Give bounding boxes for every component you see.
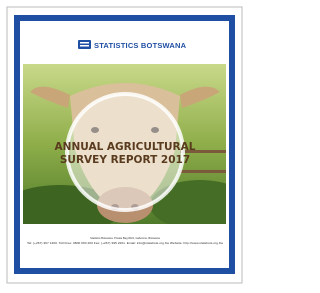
- cover-title-line: ANNUAL AGRICULTURAL: [55, 141, 196, 153]
- cover-screenshot: STATISTICS BOTSWANA ANNUAL AGRICULTURAL …: [0, 0, 249, 293]
- footer-line: Tel: (+267) 367 1300. Toll Free: 0800 60…: [27, 241, 223, 245]
- footer-line: Statistics Botswana. Private Bag 0024, G…: [90, 236, 160, 240]
- logo: STATISTICS BOTSWANA: [78, 40, 187, 50]
- logo-text: STATISTICS BOTSWANA: [94, 41, 187, 50]
- page: {"header": {"title": "STATISTICS BOTSWAN…: [0, 0, 249, 293]
- cover-title-line: SURVEY REPORT 2017: [60, 154, 190, 166]
